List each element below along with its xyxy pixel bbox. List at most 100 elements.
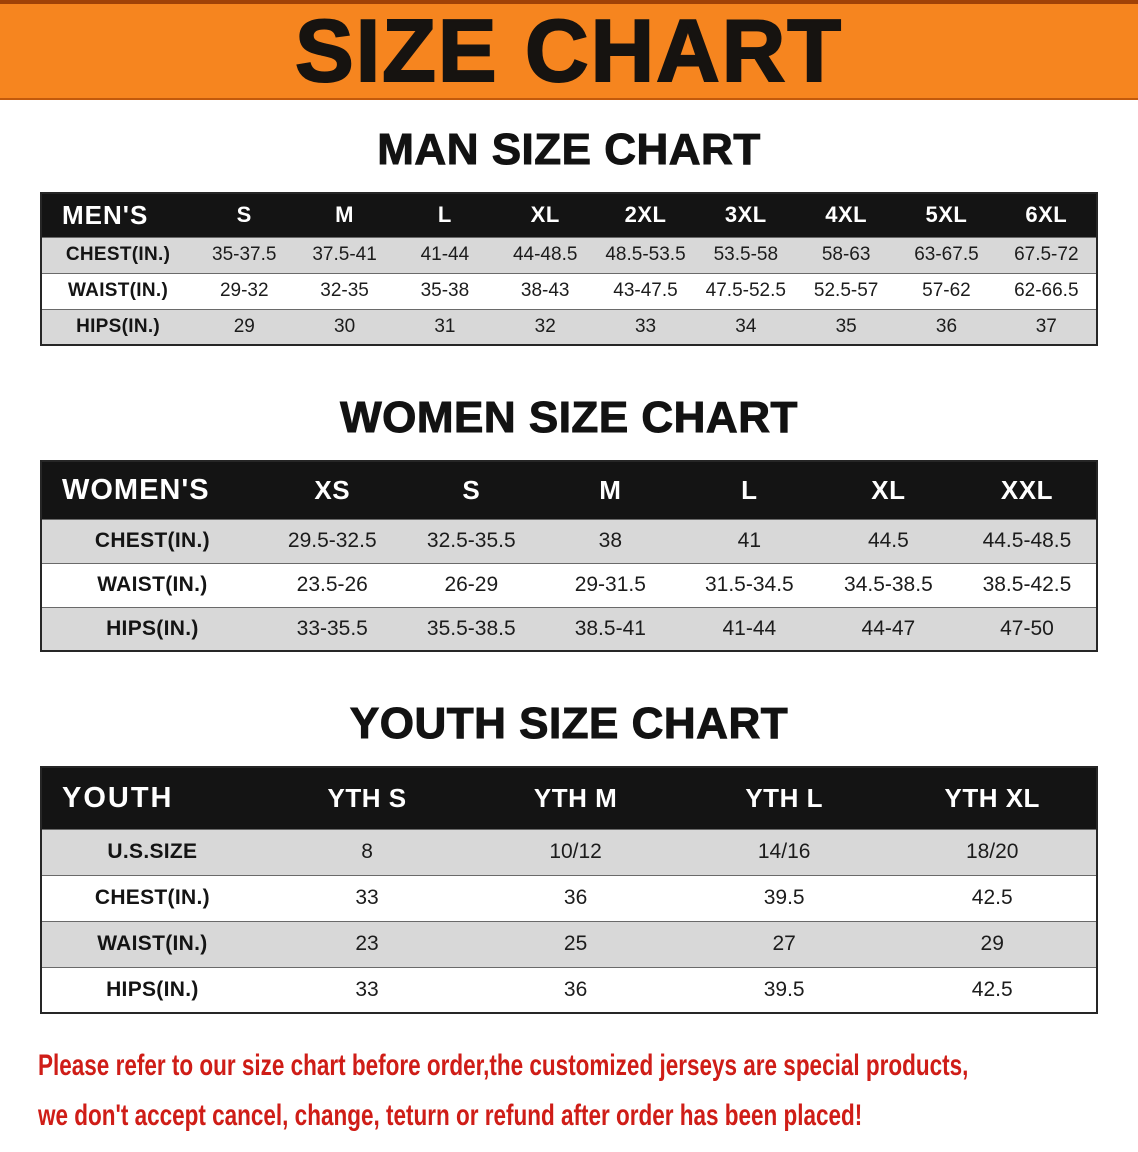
youth-u-s-size-yth-l-value: 14/16 [679, 828, 889, 875]
size-chart-sections: MAN SIZE CHART MEN'S S M L XL 2XL 3XL 4XL 5XL 6XL C… [0, 124, 1138, 1014]
men-hips-in-s-value: 29 [194, 308, 295, 345]
men-size-column-m: M [294, 193, 395, 237]
men-size-column-4xl: 4XL [795, 193, 897, 237]
women-hips-in-s-value: 35.5-38.5 [401, 606, 541, 651]
men-hips-in-m-value: 30 [294, 308, 395, 345]
men-hips-in-3xl-value: 34 [695, 308, 796, 345]
youth-size-column-yth-xl: YTH XL [888, 767, 1097, 829]
disclaimer-line-1: Please refer to our size chart before or… [38, 1049, 969, 1082]
men-size-table: MEN'S S M L XL 2XL 3XL 4XL 5XL 6XL CHEST(IN.) 35-37… [40, 192, 1098, 346]
men-row-hips-in: HIPS(IN.) 29 30 31 32 33 34 35 36 37 [41, 308, 1097, 345]
women-group-label: WOMEN'S [41, 461, 263, 519]
women-waist-in-xs-value: 23.5-26 [262, 562, 402, 607]
women-size-column-xxl: XXL [957, 461, 1097, 519]
youth-u-s-size-label: U.S.SIZE [41, 828, 263, 875]
youth-size-table: YOUTH YTH S YTH M YTH L YTH XL U.S.SIZE 8 10/12… [40, 766, 1098, 1014]
women-chest-in-m-value: 38 [540, 518, 680, 563]
youth-row-chest-in: CHEST(IN.) 33 36 39.5 42.5 [41, 874, 1097, 921]
men-waist-in-l-value: 35-38 [394, 272, 496, 309]
youth-waist-in-yth-xl-value: 29 [888, 920, 1097, 967]
youth-row-hips-in: HIPS(IN.) 33 36 39.5 42.5 [41, 966, 1097, 1013]
men-hips-in-l-value: 31 [394, 308, 496, 345]
men-size-column-5xl: 5XL [896, 193, 997, 237]
men-size-column-2xl: 2XL [595, 193, 696, 237]
men-chest-in-6xl-value: 67.5-72 [996, 236, 1097, 273]
men-waist-in-4xl-value: 52.5-57 [795, 272, 897, 309]
women-hips-in-m-value: 38.5-41 [540, 606, 680, 651]
men-row-waist-in: WAIST(IN.) 29-32 32-35 35-38 38-43 43-47.5 47.… [41, 272, 1097, 309]
youth-size-column-yth-l: YTH L [679, 767, 889, 829]
youth-hips-in-yth-s-value: 33 [262, 966, 472, 1013]
women-size-column-s: S [401, 461, 541, 519]
women-section-heading: WOMEN SIZE CHART [340, 393, 798, 443]
women-chest-in-l-value: 41 [679, 518, 819, 563]
men-hips-in-label: HIPS(IN.) [41, 308, 195, 345]
women-hips-in-xl-value: 44-47 [818, 606, 958, 651]
women-hips-in-label: HIPS(IN.) [41, 606, 263, 651]
men-row-chest-in: CHEST(IN.) 35-37.5 37.5-41 41-44 44-48.5 48.5… [41, 236, 1097, 273]
women-header-row: WOMEN'S XS S M L XL XXL [41, 461, 1097, 519]
men-waist-in-m-value: 32-35 [294, 272, 395, 309]
youth-waist-in-yth-s-value: 23 [262, 920, 472, 967]
men-waist-in-6xl-value: 62-66.5 [996, 272, 1097, 309]
women-row-waist-in: WAIST(IN.) 23.5-26 26-29 29-31.5 31.5-34.5 34… [41, 562, 1097, 607]
women-row-chest-in: CHEST(IN.) 29.5-32.5 32.5-35.5 38 41 44.5 44.5… [41, 518, 1097, 563]
men-group-label: MEN'S [41, 193, 195, 237]
men-size-column-xl: XL [495, 193, 596, 237]
women-size-column-xs: XS [262, 461, 402, 519]
youth-chest-in-yth-l-value: 39.5 [679, 874, 889, 921]
men-hips-in-6xl-value: 37 [996, 308, 1097, 345]
men-size-column-l: L [394, 193, 496, 237]
women-waist-in-xl-value: 34.5-38.5 [818, 562, 958, 607]
banner-title: SIZE CHART [294, 1, 843, 100]
disclaimer-line-2: we don't accept cancel, change, teturn o… [38, 1099, 863, 1132]
men-hips-in-4xl-value: 35 [795, 308, 897, 345]
men-section-heading: MAN SIZE CHART [377, 125, 761, 175]
women-size-table: WOMEN'S XS S M L XL XXL CHEST(IN.) 29.5-32.5 32.5… [40, 460, 1098, 652]
youth-section-heading: YOUTH SIZE CHART [349, 699, 789, 749]
men-size-column-3xl: 3XL [695, 193, 796, 237]
women-chest-in-s-value: 32.5-35.5 [401, 518, 541, 563]
men-chest-in-l-value: 41-44 [394, 236, 496, 273]
youth-waist-in-yth-l-value: 27 [679, 920, 889, 967]
men-chest-in-label: CHEST(IN.) [41, 236, 195, 273]
men-chest-in-2xl-value: 48.5-53.5 [595, 236, 696, 273]
men-hips-in-xl-value: 32 [495, 308, 596, 345]
disclaimer: Please refer to our size chart before or… [38, 1044, 1138, 1138]
women-row-hips-in: HIPS(IN.) 33-35.5 35.5-38.5 38.5-41 41-44 44-… [41, 606, 1097, 651]
women-hips-in-xxl-value: 47-50 [957, 606, 1097, 651]
men-size-column-s: S [194, 193, 295, 237]
men-chest-in-5xl-value: 63-67.5 [896, 236, 997, 273]
youth-section: YOUTH SIZE CHART YOUTH YTH S YTH M YTH L YTH … [0, 698, 1138, 1014]
youth-hips-in-yth-l-value: 39.5 [679, 966, 889, 1013]
youth-chest-in-label: CHEST(IN.) [41, 874, 263, 921]
youth-hips-in-yth-xl-value: 42.5 [888, 966, 1097, 1013]
youth-u-s-size-yth-s-value: 8 [262, 828, 472, 875]
men-chest-in-3xl-value: 53.5-58 [695, 236, 796, 273]
women-hips-in-l-value: 41-44 [679, 606, 819, 651]
women-waist-in-l-value: 31.5-34.5 [679, 562, 819, 607]
youth-header-row: YOUTH YTH S YTH M YTH L YTH XL [41, 767, 1097, 829]
women-chest-in-xxl-value: 44.5-48.5 [957, 518, 1097, 563]
women-hips-in-xs-value: 33-35.5 [262, 606, 402, 651]
women-size-column-xl: XL [818, 461, 958, 519]
men-chest-in-s-value: 35-37.5 [194, 236, 295, 273]
men-chest-in-4xl-value: 58-63 [795, 236, 897, 273]
women-section: WOMEN SIZE CHART WOMEN'S XS S M L XL XXL CHEST(I… [0, 392, 1138, 652]
men-waist-in-3xl-value: 47.5-52.5 [695, 272, 796, 309]
youth-hips-in-label: HIPS(IN.) [41, 966, 263, 1013]
youth-size-column-yth-s: YTH S [262, 767, 472, 829]
youth-chest-in-yth-m-value: 36 [471, 874, 680, 921]
men-waist-in-s-value: 29-32 [194, 272, 295, 309]
youth-chest-in-yth-s-value: 33 [262, 874, 472, 921]
women-size-column-l: L [679, 461, 819, 519]
youth-group-label: YOUTH [41, 767, 263, 829]
women-waist-in-xxl-value: 38.5-42.5 [957, 562, 1097, 607]
women-size-column-m: M [540, 461, 680, 519]
women-chest-in-label: CHEST(IN.) [41, 518, 263, 563]
women-chest-in-xl-value: 44.5 [818, 518, 958, 563]
youth-size-column-yth-m: YTH M [471, 767, 680, 829]
size-chart-banner: SIZE CHART [0, 0, 1138, 100]
men-waist-in-xl-value: 38-43 [495, 272, 596, 309]
youth-waist-in-yth-m-value: 25 [471, 920, 680, 967]
